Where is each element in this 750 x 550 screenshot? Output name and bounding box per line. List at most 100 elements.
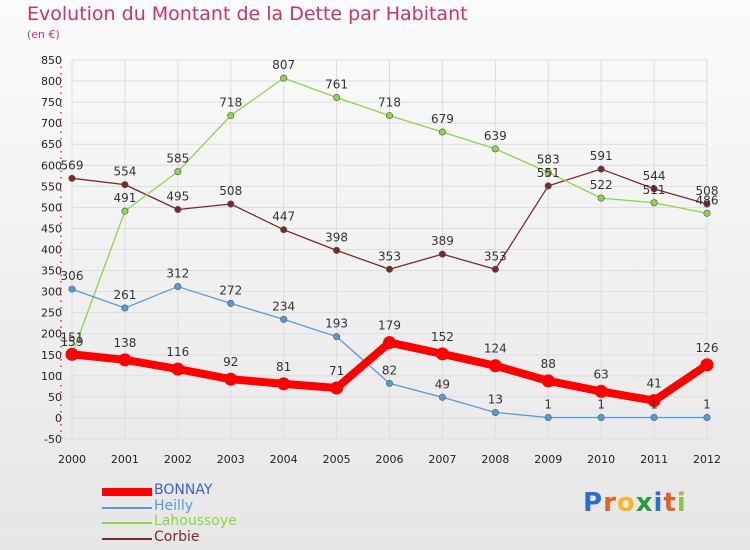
data-label: 522	[590, 178, 613, 192]
y-tick-label: 250	[41, 307, 62, 320]
data-point	[227, 299, 235, 307]
y-tick-label: 200	[41, 328, 62, 341]
data-point	[597, 414, 605, 422]
y-tick-label: -50	[44, 433, 62, 446]
data-label: 551	[537, 166, 560, 180]
y-tick-label: 650	[41, 138, 62, 151]
data-point	[438, 128, 446, 136]
data-point	[277, 377, 291, 391]
data-point	[703, 200, 711, 208]
y-tick-label: 300	[41, 286, 62, 299]
y-tick-label: 350	[41, 265, 62, 278]
y-tick-label: 50	[48, 391, 62, 404]
data-label: 807	[272, 58, 295, 72]
data-label: 272	[219, 283, 242, 297]
data-label: 353	[378, 249, 401, 263]
data-point	[227, 112, 235, 120]
y-tick-label: 400	[41, 244, 62, 257]
x-tick-label: 2000	[58, 453, 86, 466]
data-label: 398	[325, 230, 348, 244]
x-tick-label: 2003	[217, 453, 245, 466]
data-label: 159	[61, 335, 84, 349]
legend-swatch	[102, 537, 152, 540]
data-point	[544, 182, 552, 190]
data-label: 583	[537, 152, 560, 166]
data-label: 508	[696, 184, 719, 198]
x-tick-label: 2002	[164, 453, 192, 466]
data-point	[597, 194, 605, 202]
data-label: 88	[541, 357, 556, 371]
legend-label: BONNAY	[154, 482, 213, 498]
data-label: 508	[219, 184, 242, 198]
chart-unit-label: (en €)	[27, 28, 60, 41]
data-label: 544	[643, 169, 666, 183]
data-label: 447	[272, 210, 295, 224]
data-label: 63	[594, 367, 609, 381]
data-label: 92	[223, 355, 238, 369]
y-tick-label: 800	[41, 75, 62, 88]
x-tick-label: 2012	[693, 453, 721, 466]
data-label: 138	[113, 336, 136, 350]
data-point	[438, 250, 446, 258]
data-point	[333, 333, 341, 341]
series-lines	[65, 74, 714, 422]
x-tick-label: 2005	[323, 453, 351, 466]
data-label: 1	[544, 398, 552, 412]
x-tick-label: 2008	[481, 453, 509, 466]
data-label: 718	[378, 96, 401, 110]
data-label: 486	[696, 193, 719, 207]
data-point	[385, 379, 393, 387]
data-point	[121, 207, 129, 215]
data-label: 585	[166, 152, 189, 166]
data-point	[121, 181, 129, 189]
y-tick-label: 750	[41, 96, 62, 109]
legend-swatch	[102, 488, 152, 496]
data-label: 179	[378, 319, 401, 333]
data-label: 554	[113, 165, 136, 179]
data-point	[647, 394, 661, 408]
data-point	[174, 168, 182, 176]
data-point	[280, 315, 288, 323]
data-point	[594, 384, 608, 398]
y-tick-label: 600	[41, 159, 62, 172]
data-label: 569	[61, 158, 84, 172]
data-point	[491, 265, 499, 273]
logo-letter: t	[663, 488, 677, 518]
data-point	[330, 381, 344, 395]
logo-letter: r	[603, 488, 617, 518]
data-label: 1	[597, 398, 605, 412]
data-point	[385, 112, 393, 120]
data-point	[171, 362, 185, 376]
data-point	[544, 168, 552, 176]
data-point	[383, 336, 396, 350]
x-tick-label: 2009	[534, 453, 562, 466]
data-label: 261	[113, 288, 136, 302]
logo-letter: i	[653, 488, 664, 518]
data-point	[65, 347, 79, 361]
axes: -50 0 50 100 150 200 250 300 350 400 450 500 550 600 6…	[41, 54, 721, 466]
data-label: 591	[590, 149, 613, 163]
data-label: 353	[484, 249, 507, 263]
data-label: 81	[276, 360, 291, 374]
data-point	[280, 226, 288, 234]
data-point	[280, 74, 288, 82]
data-point	[174, 283, 182, 291]
data-label: 41	[646, 377, 661, 391]
x-tick-label: 2004	[270, 453, 298, 466]
data-point	[491, 145, 499, 153]
data-point	[700, 358, 714, 372]
data-label: 389	[431, 234, 454, 248]
data-label: 1	[703, 398, 711, 412]
data-label: 761	[325, 77, 348, 91]
data-label: 234	[272, 299, 295, 313]
data-point	[541, 374, 555, 388]
data-point	[597, 165, 605, 173]
legend-label: Lahoussoye	[154, 513, 237, 529]
data-label: 639	[484, 129, 507, 143]
y-tick-label: 500	[41, 201, 62, 214]
data-label: 71	[329, 364, 344, 378]
data-point	[650, 199, 658, 207]
x-tick-label: 2007	[428, 453, 456, 466]
